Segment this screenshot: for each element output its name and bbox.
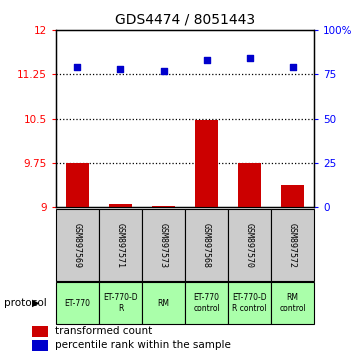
Text: GSM897569: GSM897569: [73, 223, 82, 268]
Text: GSM897571: GSM897571: [116, 223, 125, 268]
Point: [204, 57, 209, 63]
Text: RM
control: RM control: [279, 293, 306, 313]
Text: percentile rank within the sample: percentile rank within the sample: [55, 341, 231, 350]
Bar: [56, 282, 99, 324]
Text: ET-770-D
R control: ET-770-D R control: [232, 293, 267, 313]
Bar: [66, 163, 89, 207]
Text: ET-770: ET-770: [65, 298, 91, 308]
Bar: [271, 282, 314, 324]
Bar: [195, 120, 218, 207]
Text: GSM897572: GSM897572: [288, 223, 297, 268]
Text: GSM897570: GSM897570: [245, 223, 254, 268]
Text: RM: RM: [157, 298, 170, 308]
Title: GDS4474 / 8051443: GDS4474 / 8051443: [115, 12, 255, 26]
Bar: [185, 282, 228, 324]
Bar: [99, 282, 142, 324]
Point: [118, 66, 123, 72]
Text: ▶: ▶: [32, 298, 39, 308]
Point: [161, 68, 166, 74]
Bar: [238, 163, 261, 207]
Text: GSM897573: GSM897573: [159, 223, 168, 268]
Bar: [32, 340, 48, 351]
Point: [290, 64, 295, 70]
Text: ET-770
control: ET-770 control: [193, 293, 220, 313]
Text: ET-770-D
R: ET-770-D R: [103, 293, 138, 313]
Point: [75, 64, 81, 70]
Text: GSM897568: GSM897568: [202, 223, 211, 268]
Text: transformed count: transformed count: [55, 326, 152, 336]
Bar: [109, 204, 132, 207]
Bar: [185, 209, 228, 281]
Bar: [56, 209, 99, 281]
Point: [247, 56, 252, 61]
Bar: [228, 282, 271, 324]
Bar: [32, 326, 48, 337]
Bar: [281, 185, 304, 207]
Text: protocol: protocol: [4, 298, 46, 308]
Bar: [142, 209, 185, 281]
Bar: [271, 209, 314, 281]
Bar: [152, 206, 175, 207]
Bar: [142, 282, 185, 324]
Bar: [228, 209, 271, 281]
Bar: [99, 209, 142, 281]
